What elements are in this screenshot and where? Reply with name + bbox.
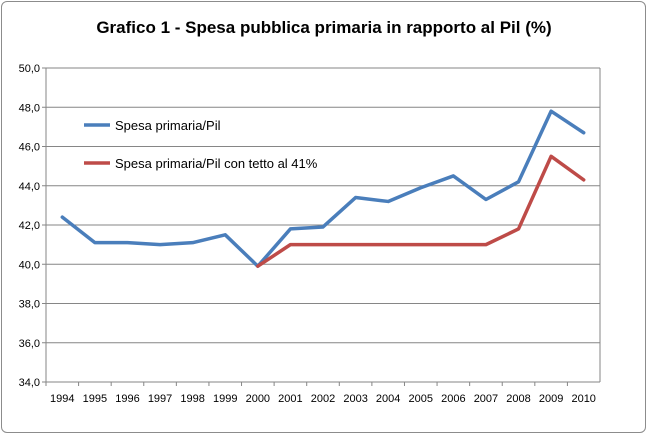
- x-tick-label: 1995: [83, 393, 107, 405]
- legend: Spesa primaria/Pil Spesa primaria/Pil con…: [84, 118, 318, 171]
- x-tick-label: 2009: [539, 393, 563, 405]
- y-tick-label: 40,0: [19, 259, 40, 271]
- y-tick-label: 38,0: [19, 299, 40, 311]
- y-tick-label: 46,0: [19, 142, 40, 154]
- chart-title: Grafico 1 - Spesa pubblica primaria in r…: [96, 18, 551, 37]
- x-tick-label: 2004: [376, 393, 400, 405]
- x-tick-label: 2002: [311, 393, 335, 405]
- grid-lines: [42, 67, 600, 383]
- y-tick-label: 48,0: [19, 102, 40, 114]
- x-tick-label: 2010: [571, 393, 595, 405]
- series-line-0: [60, 109, 586, 268]
- x-tick-label: 1997: [148, 393, 172, 405]
- x-tick-label: 2006: [441, 393, 465, 405]
- x-tick-label: 2007: [474, 393, 498, 405]
- x-tick-label: 2001: [278, 393, 302, 405]
- y-tick-label: 36,0: [19, 338, 40, 350]
- series-line-1: [256, 154, 586, 268]
- x-tick-label: 1999: [213, 393, 237, 405]
- legend-label-1: Spesa primaria/Pil con tetto al 41%: [115, 156, 318, 171]
- x-axis-ticks: 1994 1995 1996 1997 1998 1999 2000 2001 2002 2003…: [50, 393, 596, 405]
- legend-label-0: Spesa primaria/Pil: [115, 118, 221, 133]
- x-tick-label: 1996: [115, 393, 139, 405]
- x-tick-label: 1998: [180, 393, 204, 405]
- x-tick-label: 2003: [343, 393, 367, 405]
- x-tick-label: 1994: [50, 393, 74, 405]
- series-lines: [60, 109, 586, 268]
- y-tick-label: 42,0: [19, 220, 40, 232]
- x-tick-label: 2005: [409, 393, 433, 405]
- y-tick-label: 34,0: [19, 377, 40, 389]
- y-tick-label: 50,0: [19, 63, 40, 75]
- y-tick-label: 44,0: [19, 181, 40, 193]
- y-axis-ticks: 34,0 36,0 38,0 40,0 42,0 44,0 46,0 48,0 50,0: [19, 63, 40, 389]
- x-axis: [45, 68, 601, 386]
- x-tick-label: 2008: [506, 393, 530, 405]
- x-tick-label: 2000: [246, 393, 270, 405]
